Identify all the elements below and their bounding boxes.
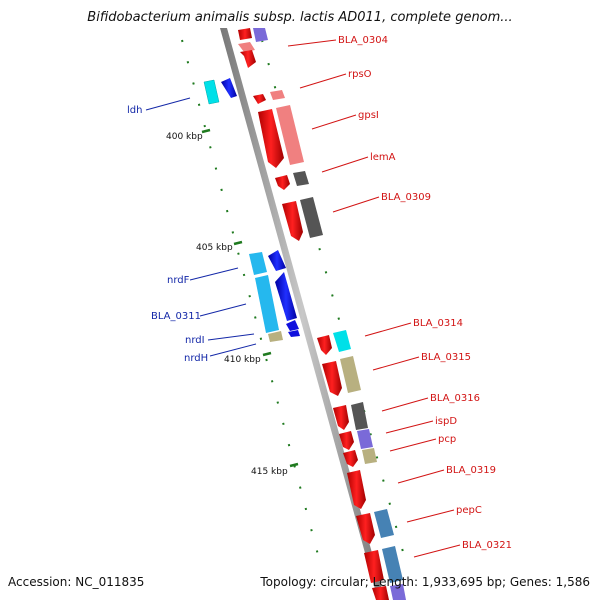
label-ldh[interactable]: ldh — [127, 105, 142, 116]
forward-labels: BLA_0304 rpsO gpsI lemA BLA_0309 BLA_031… — [338, 35, 512, 551]
gene-pcp[interactable] — [343, 448, 377, 467]
accession-text: Accession: NC_011835 — [8, 575, 145, 589]
label-pcp[interactable]: pcp — [438, 434, 456, 445]
gene-ispD[interactable] — [339, 429, 373, 450]
label-BLA_0315[interactable]: BLA_0315 — [421, 352, 471, 363]
gene-BLA_0309[interactable] — [282, 197, 323, 241]
label-pepC[interactable]: pepC — [456, 505, 482, 516]
tick-415: 415 kbp — [251, 462, 299, 477]
gene-rpsO[interactable] — [253, 90, 285, 104]
label-BLA_0311[interactable]: BLA_0311 — [151, 311, 201, 322]
gene-BLA_0304[interactable] — [238, 28, 268, 68]
gene-nrdH[interactable] — [268, 330, 300, 342]
reverse-labels: ldh nrdF BLA_0311 nrdI nrdH — [127, 105, 208, 364]
genome-backbone — [220, 28, 385, 600]
label-nrdF[interactable]: nrdF — [167, 275, 190, 286]
gene-nrdI[interactable] — [286, 320, 299, 331]
gene-BLA_0315[interactable] — [322, 356, 361, 396]
label-BLA_0314[interactable]: BLA_0314 — [413, 318, 463, 329]
gene-lemA[interactable] — [275, 171, 309, 190]
gene-BLA_0314[interactable] — [317, 330, 351, 355]
label-gpsI[interactable]: gpsI — [358, 110, 379, 121]
label-nrdH[interactable]: nrdH — [184, 353, 208, 364]
forward-strand-genes — [238, 28, 406, 600]
gene-nrdF[interactable] — [249, 250, 286, 275]
genome-summary: Topology: circular; Length: 1,933,695 bp… — [260, 575, 590, 589]
reverse-leaders — [145, 97, 257, 357]
label-ispD[interactable]: ispD — [435, 416, 457, 427]
label-nrdI[interactable]: nrdI — [185, 335, 205, 346]
reverse-strand-genes — [203, 78, 300, 342]
gene-BLA_0319[interactable] — [347, 470, 366, 509]
label-lemA[interactable]: lemA — [370, 152, 396, 163]
gene-BLA_0316[interactable] — [333, 402, 368, 430]
label-BLA_0309[interactable]: BLA_0309 — [381, 192, 431, 203]
tick-label-410: 410 kbp — [224, 355, 261, 365]
tick-label-405: 405 kbp — [196, 243, 233, 253]
tick-label-400: 400 kbp — [166, 132, 203, 142]
forward-leaders — [287, 39, 461, 558]
label-BLA_0321[interactable]: BLA_0321 — [462, 540, 512, 551]
gene-BLA_0311[interactable] — [255, 272, 297, 333]
label-BLA_0304[interactable]: BLA_0304 — [338, 35, 388, 46]
label-BLA_0316[interactable]: BLA_0316 — [430, 393, 480, 404]
gene-BLA_0321[interactable] — [364, 546, 406, 600]
gene-pepC[interactable] — [356, 509, 394, 544]
gene-gpsI[interactable] — [258, 105, 304, 168]
tick-410: 410 kbp — [224, 351, 272, 365]
tick-label-415: 415 kbp — [251, 467, 288, 477]
tick-405: 405 kbp — [196, 240, 243, 253]
tick-400: 400 kbp — [166, 128, 211, 142]
map-title: Bifidobacterium animalis subsp. lactis A… — [87, 10, 513, 25]
gene-ldh[interactable] — [203, 78, 237, 105]
label-rpsO[interactable]: rpsO — [348, 69, 372, 80]
label-BLA_0319[interactable]: BLA_0319 — [446, 465, 496, 476]
